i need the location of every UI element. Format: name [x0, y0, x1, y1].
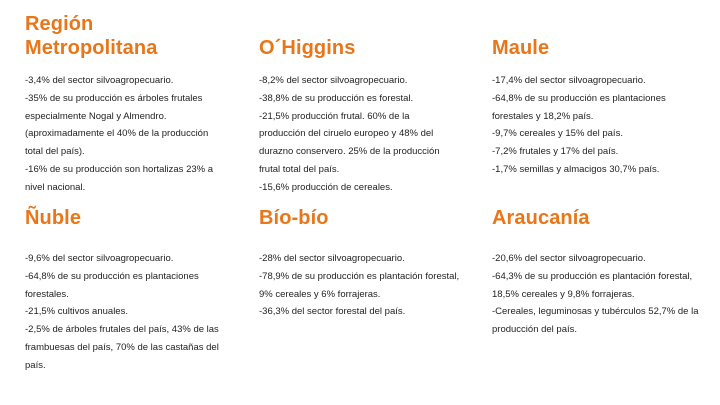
fact-line: país.: [25, 359, 46, 371]
region-facts: -28% del sector silvoagropecuario. -78,9…: [259, 250, 474, 321]
region-maule: Maule -17,4% del sector silvoagropecuari…: [492, 36, 707, 179]
fact-line: -8,2% del sector silvoagropecuario.: [259, 75, 408, 86]
region-araucania: Araucanía -20,6% del sector silvoagropec…: [492, 206, 707, 339]
region-title: Maule: [492, 36, 707, 60]
region-nuble: Ñuble -9,6% del sector silvoagropecuario…: [25, 206, 240, 375]
fact-line: 9% cereales y 6% forrajeras.: [259, 288, 381, 300]
fact-line: nivel nacional.: [25, 181, 86, 193]
fact-line: -9,7% cereales y 15% del país.: [492, 128, 623, 140]
fact-line: -20,6% del sector silvoagropecuario.: [492, 253, 646, 264]
region-title: Región Metropolitana: [25, 12, 240, 60]
region-title-line: Maule: [492, 37, 550, 59]
fact-line: especialmente Nogal y Almendro.: [25, 110, 167, 122]
region-facts: -3,4% del sector silvoagropecuario. -35%…: [25, 72, 240, 197]
region-facts: -9,6% del sector silvoagropecuario. -64,…: [25, 250, 240, 375]
region-title-line: Ñuble: [25, 207, 82, 229]
fact-line: -78,9% de su producción es plantación fo…: [259, 270, 460, 282]
fact-line: -1,7% semillas y almacigos 30,7% país.: [492, 163, 660, 175]
fact-line: -36,3% del sector forestal del país.: [259, 306, 406, 318]
region-title: Ñuble: [25, 206, 240, 230]
fact-line: total del país).: [25, 146, 85, 158]
region-metropolitana: Región Metropolitana -3,4% del sector si…: [25, 12, 240, 197]
fact-line: -35% de su producción es árboles frutale…: [25, 92, 203, 104]
fact-line: -15,6% producción de cereales.: [259, 181, 393, 193]
fact-line: -21,5% producción frutal. 60% de la: [259, 110, 410, 122]
fact-line: producción del país.: [492, 324, 578, 336]
region-title: Bío-bío: [259, 206, 474, 230]
fact-line: frutal total del país.: [259, 163, 340, 175]
fact-line: -38,8% de su producción es forestal.: [259, 92, 414, 104]
fact-line: forestales.: [25, 288, 69, 300]
fact-line: -3,4% del sector silvoagropecuario.: [25, 75, 174, 86]
region-facts: -17,4% del sector silvoagropecuario. -64…: [492, 72, 707, 179]
fact-line: -64,3% de su producción es plantación fo…: [492, 270, 693, 282]
region-facts: -20,6% del sector silvoagropecuario. -64…: [492, 250, 707, 339]
fact-line: -16% de su producción son hortalizas 23%…: [25, 163, 214, 175]
fact-line: -2,5% de árboles frutales del país, 43% …: [25, 324, 219, 336]
fact-line: 18,5% cereales y 9,8% forrajeras.: [492, 288, 635, 300]
fact-line: -64,8% de su producción es plantaciones: [492, 92, 666, 104]
fact-line: -21,5% cultivos anuales.: [25, 306, 128, 318]
region-title-line: Bío-bío: [259, 207, 329, 229]
region-title-line: O´Higgins: [259, 37, 356, 59]
region-title-line: Metropolitana: [25, 37, 158, 59]
region-title-line: Región: [25, 13, 94, 35]
fact-line: frambuesas del país, 70% de las castañas…: [25, 341, 219, 353]
fact-line: -17,4% del sector silvoagropecuario.: [492, 75, 646, 86]
fact-line: durazno conservero. 25% de la producción: [259, 146, 440, 158]
region-title: Araucanía: [492, 206, 707, 230]
fact-line: -64,8% de su producción es plantaciones: [25, 270, 199, 282]
region-ohiggins: O´Higgins -8,2% del sector silvoagropecu…: [259, 36, 474, 197]
fact-line: -Cereales, leguminosas y tubérculos 52,7…: [492, 306, 699, 318]
fact-line: (aproximadamente el 40% de la producción: [25, 128, 209, 140]
fact-line: -28% del sector silvoagropecuario.: [259, 253, 405, 264]
fact-line: -9,6% del sector silvoagropecuario.: [25, 253, 174, 264]
region-biobio: Bío-bío -28% del sector silvoagropecuari…: [259, 206, 474, 321]
fact-line: -7,2% frutales y 17% del país.: [492, 146, 619, 158]
region-title: O´Higgins: [259, 36, 474, 60]
region-facts: -8,2% del sector silvoagropecuario. -38,…: [259, 72, 474, 197]
region-title-line: Araucanía: [492, 207, 590, 229]
fact-line: producción del ciruelo europeo y 48% del: [259, 128, 434, 140]
fact-line: forestales y 18,2% país.: [492, 110, 594, 122]
